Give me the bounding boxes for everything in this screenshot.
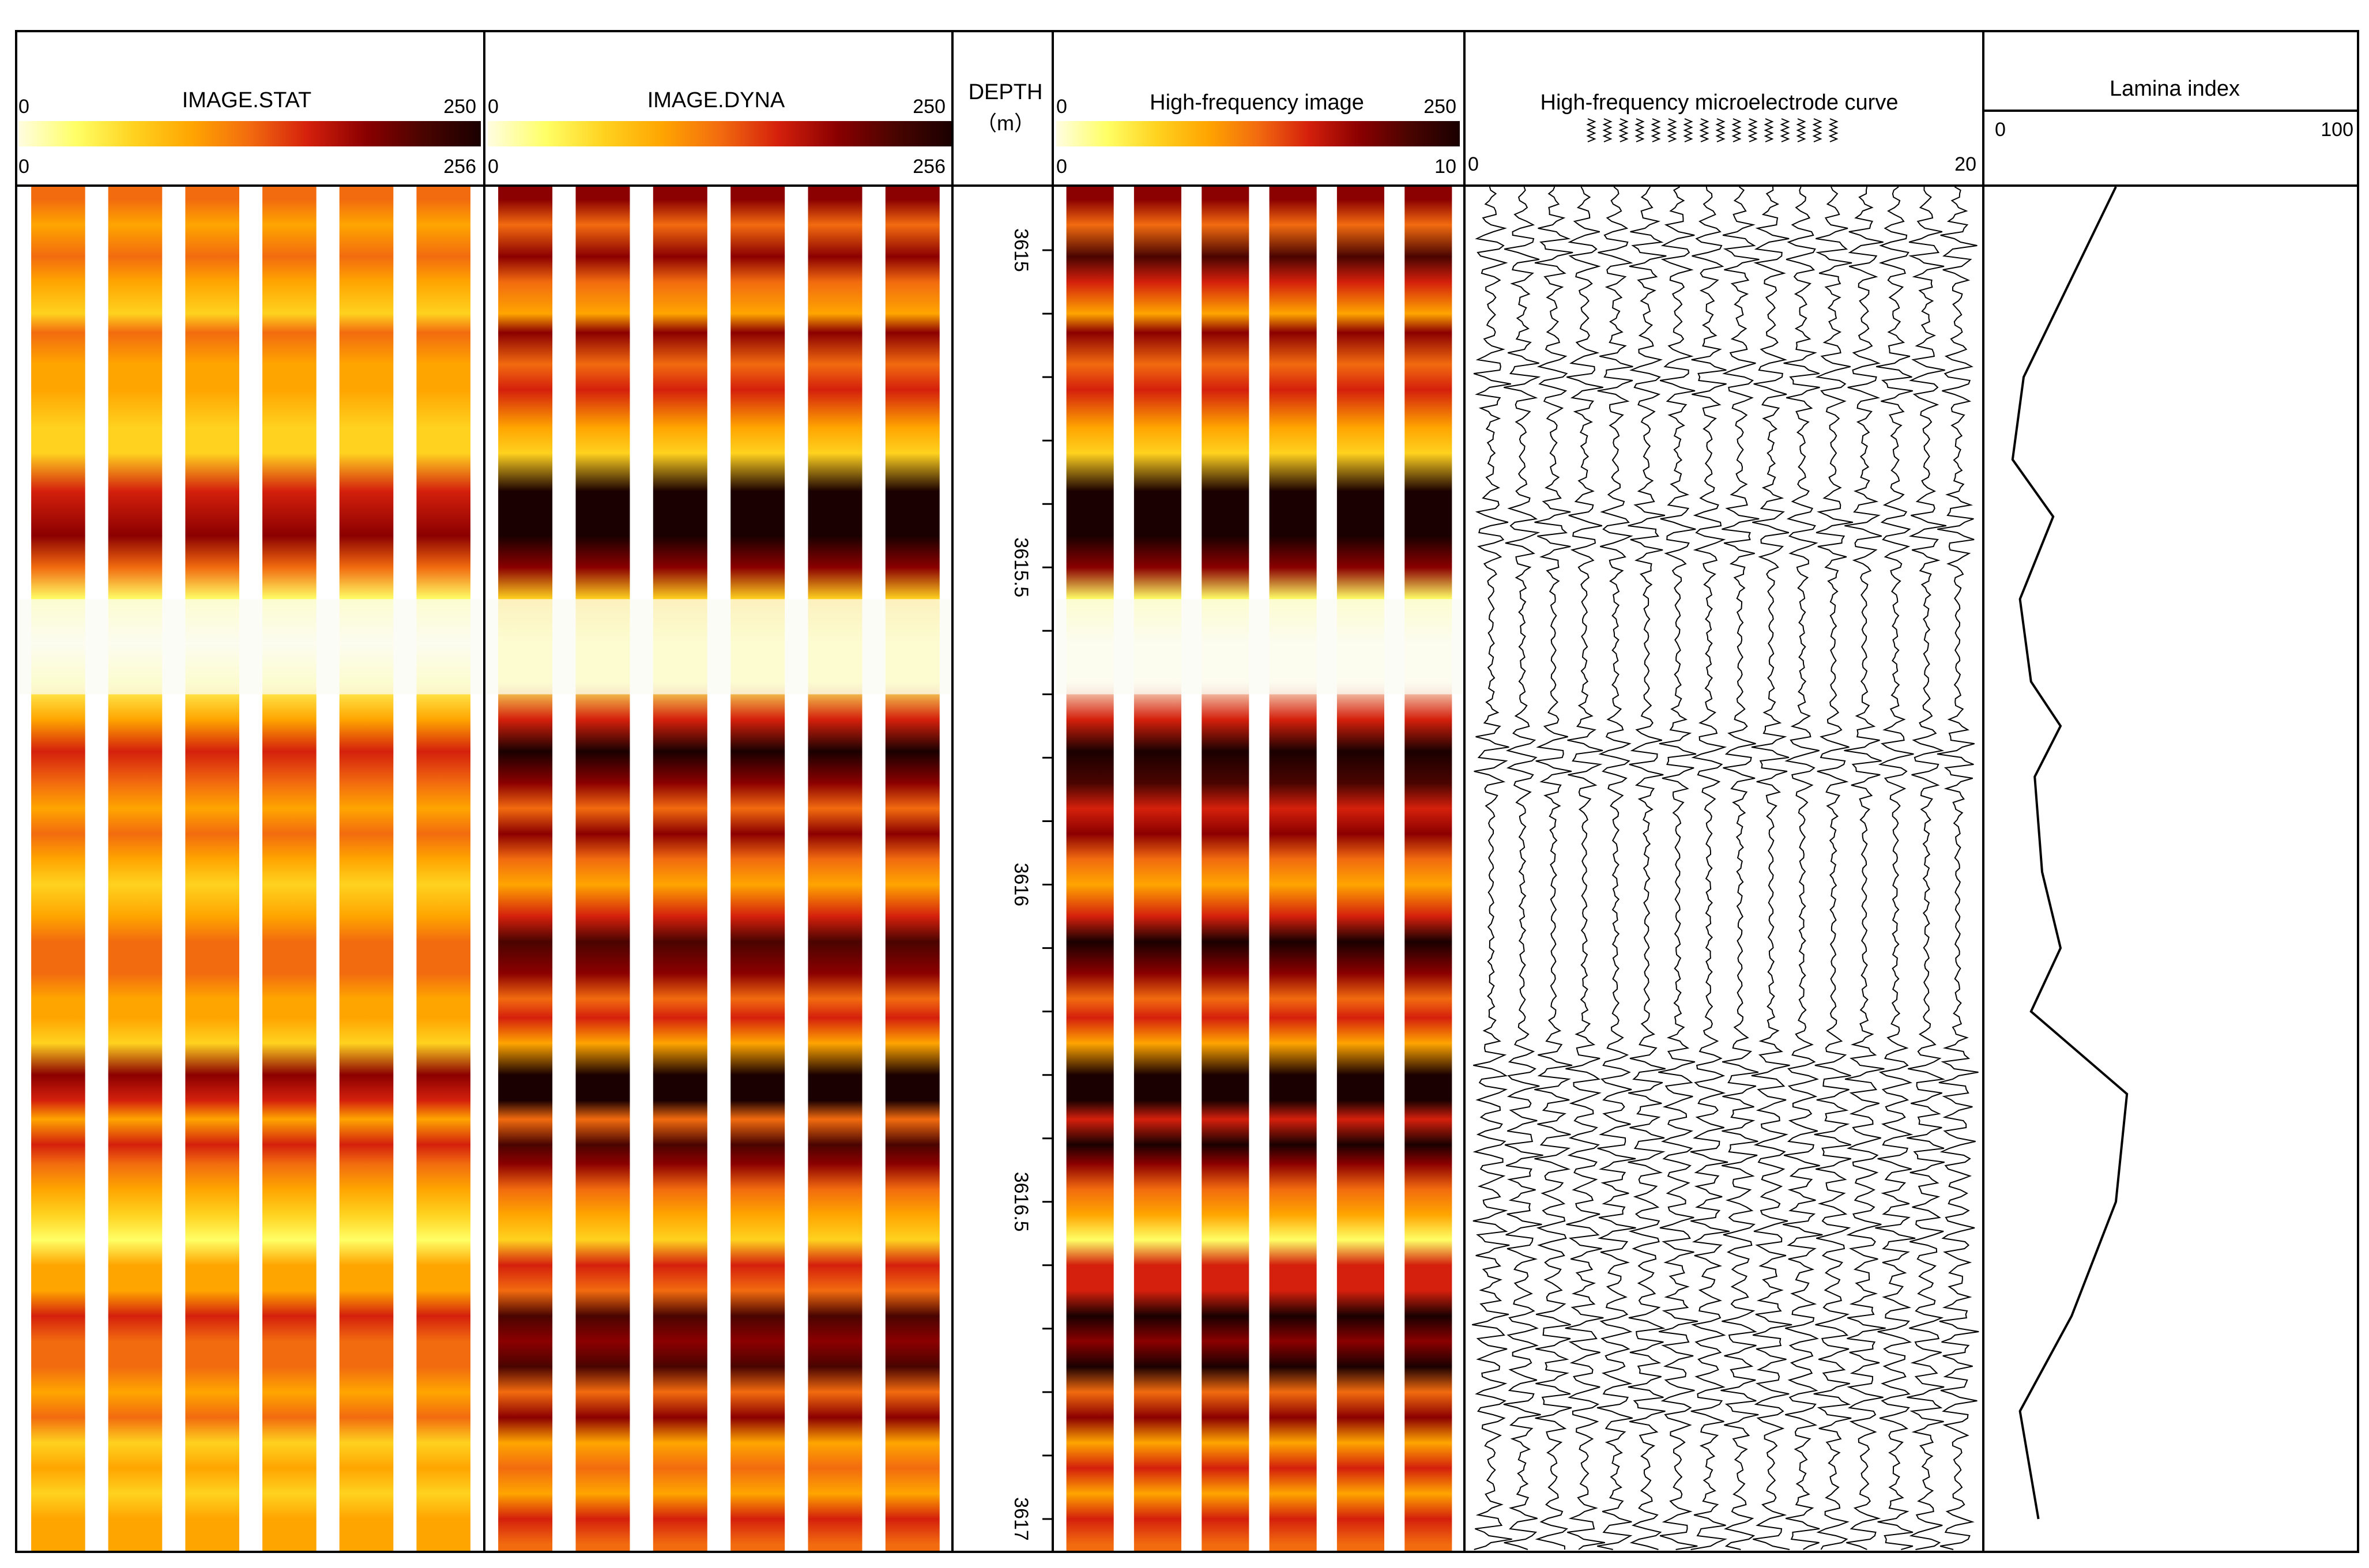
hf-image-scale-bottom-max: 10 <box>1434 156 1456 178</box>
legend-squiggle-segment <box>1764 118 1774 142</box>
lamina-scale-min: 0 <box>1995 119 2006 141</box>
stat-pad <box>262 187 317 1551</box>
legend-squiggle-segment <box>1780 118 1790 142</box>
legend-squiggle-segment <box>1796 118 1806 142</box>
legend-squiggle-segment <box>1618 118 1629 142</box>
legend-squiggle-segment <box>1731 118 1742 142</box>
hf-curve-scale-max: 20 <box>1954 153 1976 175</box>
hf-curve-track <box>1472 186 1979 1550</box>
stat-pad <box>339 187 394 1551</box>
track-headers: IMAGE.STAT 0 250 0 256 IMAGE.DYNA 0 250 … <box>18 77 2353 178</box>
dyna-scale-bottom-min: 0 <box>488 156 499 178</box>
dyna-pad <box>885 187 940 1551</box>
microelectrode-curve <box>1565 186 1605 1550</box>
microelectrode-curve <box>1628 186 1667 1550</box>
dyna-title: IMAGE.DYNA <box>647 88 785 112</box>
depth-unit: （m） <box>976 111 1035 135</box>
microelectrode-curve <box>1844 186 1886 1550</box>
dyna-pad <box>808 187 863 1551</box>
stat-pad <box>416 187 470 1551</box>
hf-image-colorbar <box>1056 121 1460 146</box>
hf-curve-title: High-frequency microelectrode curve <box>1541 91 1899 115</box>
image-dyna-track <box>487 187 951 1551</box>
hf-image-pad <box>1269 187 1317 1551</box>
hf-image-scale-top-max: 250 <box>1423 96 1456 118</box>
depth-tick-label: 3617 <box>1010 1497 1032 1541</box>
legend-squiggle-segment <box>1683 118 1693 142</box>
stat-scale-top-max: 250 <box>443 96 476 118</box>
image-stat-track <box>20 187 482 1551</box>
stat-pad <box>108 187 163 1551</box>
legend-squiggle-segment <box>1828 118 1839 142</box>
stat-pad <box>31 187 85 1551</box>
microelectrode-curve <box>1690 186 1730 1550</box>
dyna-pad <box>653 187 707 1551</box>
track-frame <box>15 30 2359 1553</box>
hf-image-scale-bottom-min: 0 <box>1056 156 1067 178</box>
hf-image-pad <box>1336 187 1384 1551</box>
hf-image-pad <box>1202 187 1249 1551</box>
lamina-index-track <box>2011 186 2129 1520</box>
stat-title: IMAGE.STAT <box>182 88 312 112</box>
legend-squiggle-segment <box>1586 118 1596 142</box>
microelectrode-curve <box>1751 186 1792 1550</box>
hf-image-pad <box>1133 187 1181 1551</box>
legend-squiggle-segment <box>1651 118 1661 142</box>
microelectrode-curve <box>1503 186 1543 1550</box>
depth-title: DEPTH <box>969 80 1043 104</box>
hf-curve-scale-min: 0 <box>1468 153 1479 175</box>
microelectrode-curve <box>1534 186 1573 1550</box>
stat-scale-bottom-max: 256 <box>443 156 476 178</box>
stat-pad <box>185 187 239 1551</box>
lamina-scale-max: 100 <box>2321 119 2353 141</box>
microelectrode-curve <box>1813 186 1854 1550</box>
lamina-title: Lamina index <box>2110 77 2240 101</box>
depth-tick-label: 3616 <box>1010 863 1032 907</box>
stat-blank-zone <box>20 599 482 695</box>
microelectrode-curve <box>1937 186 1979 1550</box>
lamina-index-line <box>2011 186 2129 1520</box>
dyna-colorbar <box>488 121 952 146</box>
hf-image-blank-zone <box>1056 599 1462 695</box>
dyna-scale-top-max: 250 <box>913 96 946 118</box>
legend-squiggle-segment <box>1634 118 1645 142</box>
depth-axis: 3615 3615.5 3616 3616.5 3617 <box>1010 228 1053 1541</box>
microelectrode-curve <box>1720 186 1760 1550</box>
depth-tick-label: 3616.5 <box>1010 1172 1032 1232</box>
stat-scale-bottom-min: 0 <box>18 156 29 178</box>
dyna-pad <box>498 187 553 1551</box>
microelectrode-curve <box>1596 186 1636 1550</box>
legend-squiggle-segment <box>1699 118 1709 142</box>
hf-image-pad <box>1404 187 1452 1551</box>
hf-image-scale-top-min: 0 <box>1056 96 1067 118</box>
dyna-scale-top-min: 0 <box>488 96 499 118</box>
dyna-pad <box>575 187 630 1551</box>
legend-squiggle-segment <box>1747 118 1758 142</box>
depth-tick-label: 3615 <box>1010 228 1032 272</box>
hf-curve-legend-squiggle <box>1586 118 1839 142</box>
dyna-scale-bottom-max: 256 <box>913 156 946 178</box>
hf-image-pad <box>1066 187 1114 1551</box>
microelectrode-curve <box>1472 186 1512 1550</box>
stat-scale-top-min: 0 <box>18 96 29 118</box>
dyna-pad <box>730 187 785 1551</box>
stat-colorbar <box>18 121 481 146</box>
legend-squiggle-segment <box>1715 118 1726 142</box>
microelectrode-curve <box>1782 186 1823 1550</box>
dyna-blank-zone <box>487 599 951 695</box>
hf-image-title: High-frequency image <box>1150 91 1364 115</box>
microelectrode-curve <box>1907 186 1946 1550</box>
legend-squiggle-segment <box>1602 118 1613 142</box>
microelectrode-curve <box>1875 186 1916 1550</box>
hf-image-track <box>1056 187 1462 1551</box>
legend-squiggle-segment <box>1667 118 1677 142</box>
depth-tick-label: 3615.5 <box>1010 537 1032 597</box>
microelectrode-curve <box>1658 186 1698 1550</box>
legend-squiggle-segment <box>1812 118 1822 142</box>
